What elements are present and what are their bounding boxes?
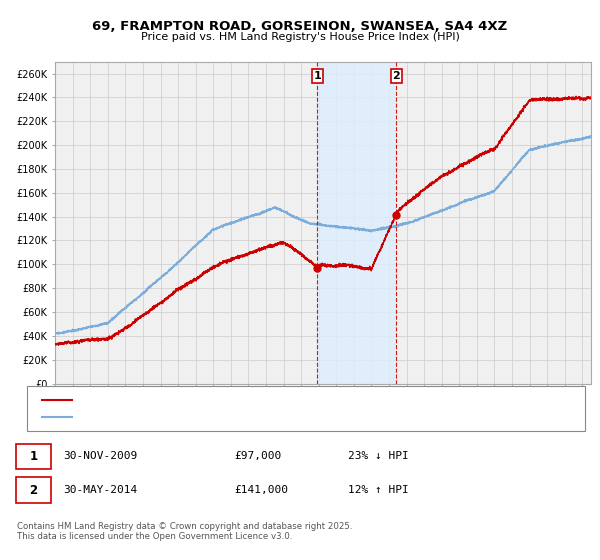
Text: 1: 1 — [29, 450, 37, 463]
Text: 1: 1 — [313, 71, 321, 81]
Text: 2: 2 — [29, 483, 37, 497]
Bar — [391, 69, 401, 83]
Text: 30-NOV-2009: 30-NOV-2009 — [63, 451, 137, 461]
Text: 30-MAY-2014: 30-MAY-2014 — [63, 485, 137, 495]
Text: 2: 2 — [392, 71, 400, 81]
Text: 69, FRAMPTON ROAD, GORSEINON, SWANSEA, SA4 4XZ: 69, FRAMPTON ROAD, GORSEINON, SWANSEA, S… — [92, 20, 508, 32]
Text: £141,000: £141,000 — [234, 485, 288, 495]
Text: Price paid vs. HM Land Registry's House Price Index (HPI): Price paid vs. HM Land Registry's House … — [140, 32, 460, 43]
Text: 69, FRAMPTON ROAD, GORSEINON, SWANSEA, SA4 4XZ (semi-detached house): 69, FRAMPTON ROAD, GORSEINON, SWANSEA, S… — [75, 395, 471, 405]
Text: £97,000: £97,000 — [234, 451, 281, 461]
Text: 23% ↓ HPI: 23% ↓ HPI — [348, 451, 409, 461]
Bar — [317, 62, 397, 384]
Text: HPI: Average price, semi-detached house, Swansea: HPI: Average price, semi-detached house,… — [75, 412, 331, 422]
Bar — [312, 69, 323, 83]
Text: Contains HM Land Registry data © Crown copyright and database right 2025.
This d: Contains HM Land Registry data © Crown c… — [17, 522, 352, 542]
Text: 12% ↑ HPI: 12% ↑ HPI — [348, 485, 409, 495]
